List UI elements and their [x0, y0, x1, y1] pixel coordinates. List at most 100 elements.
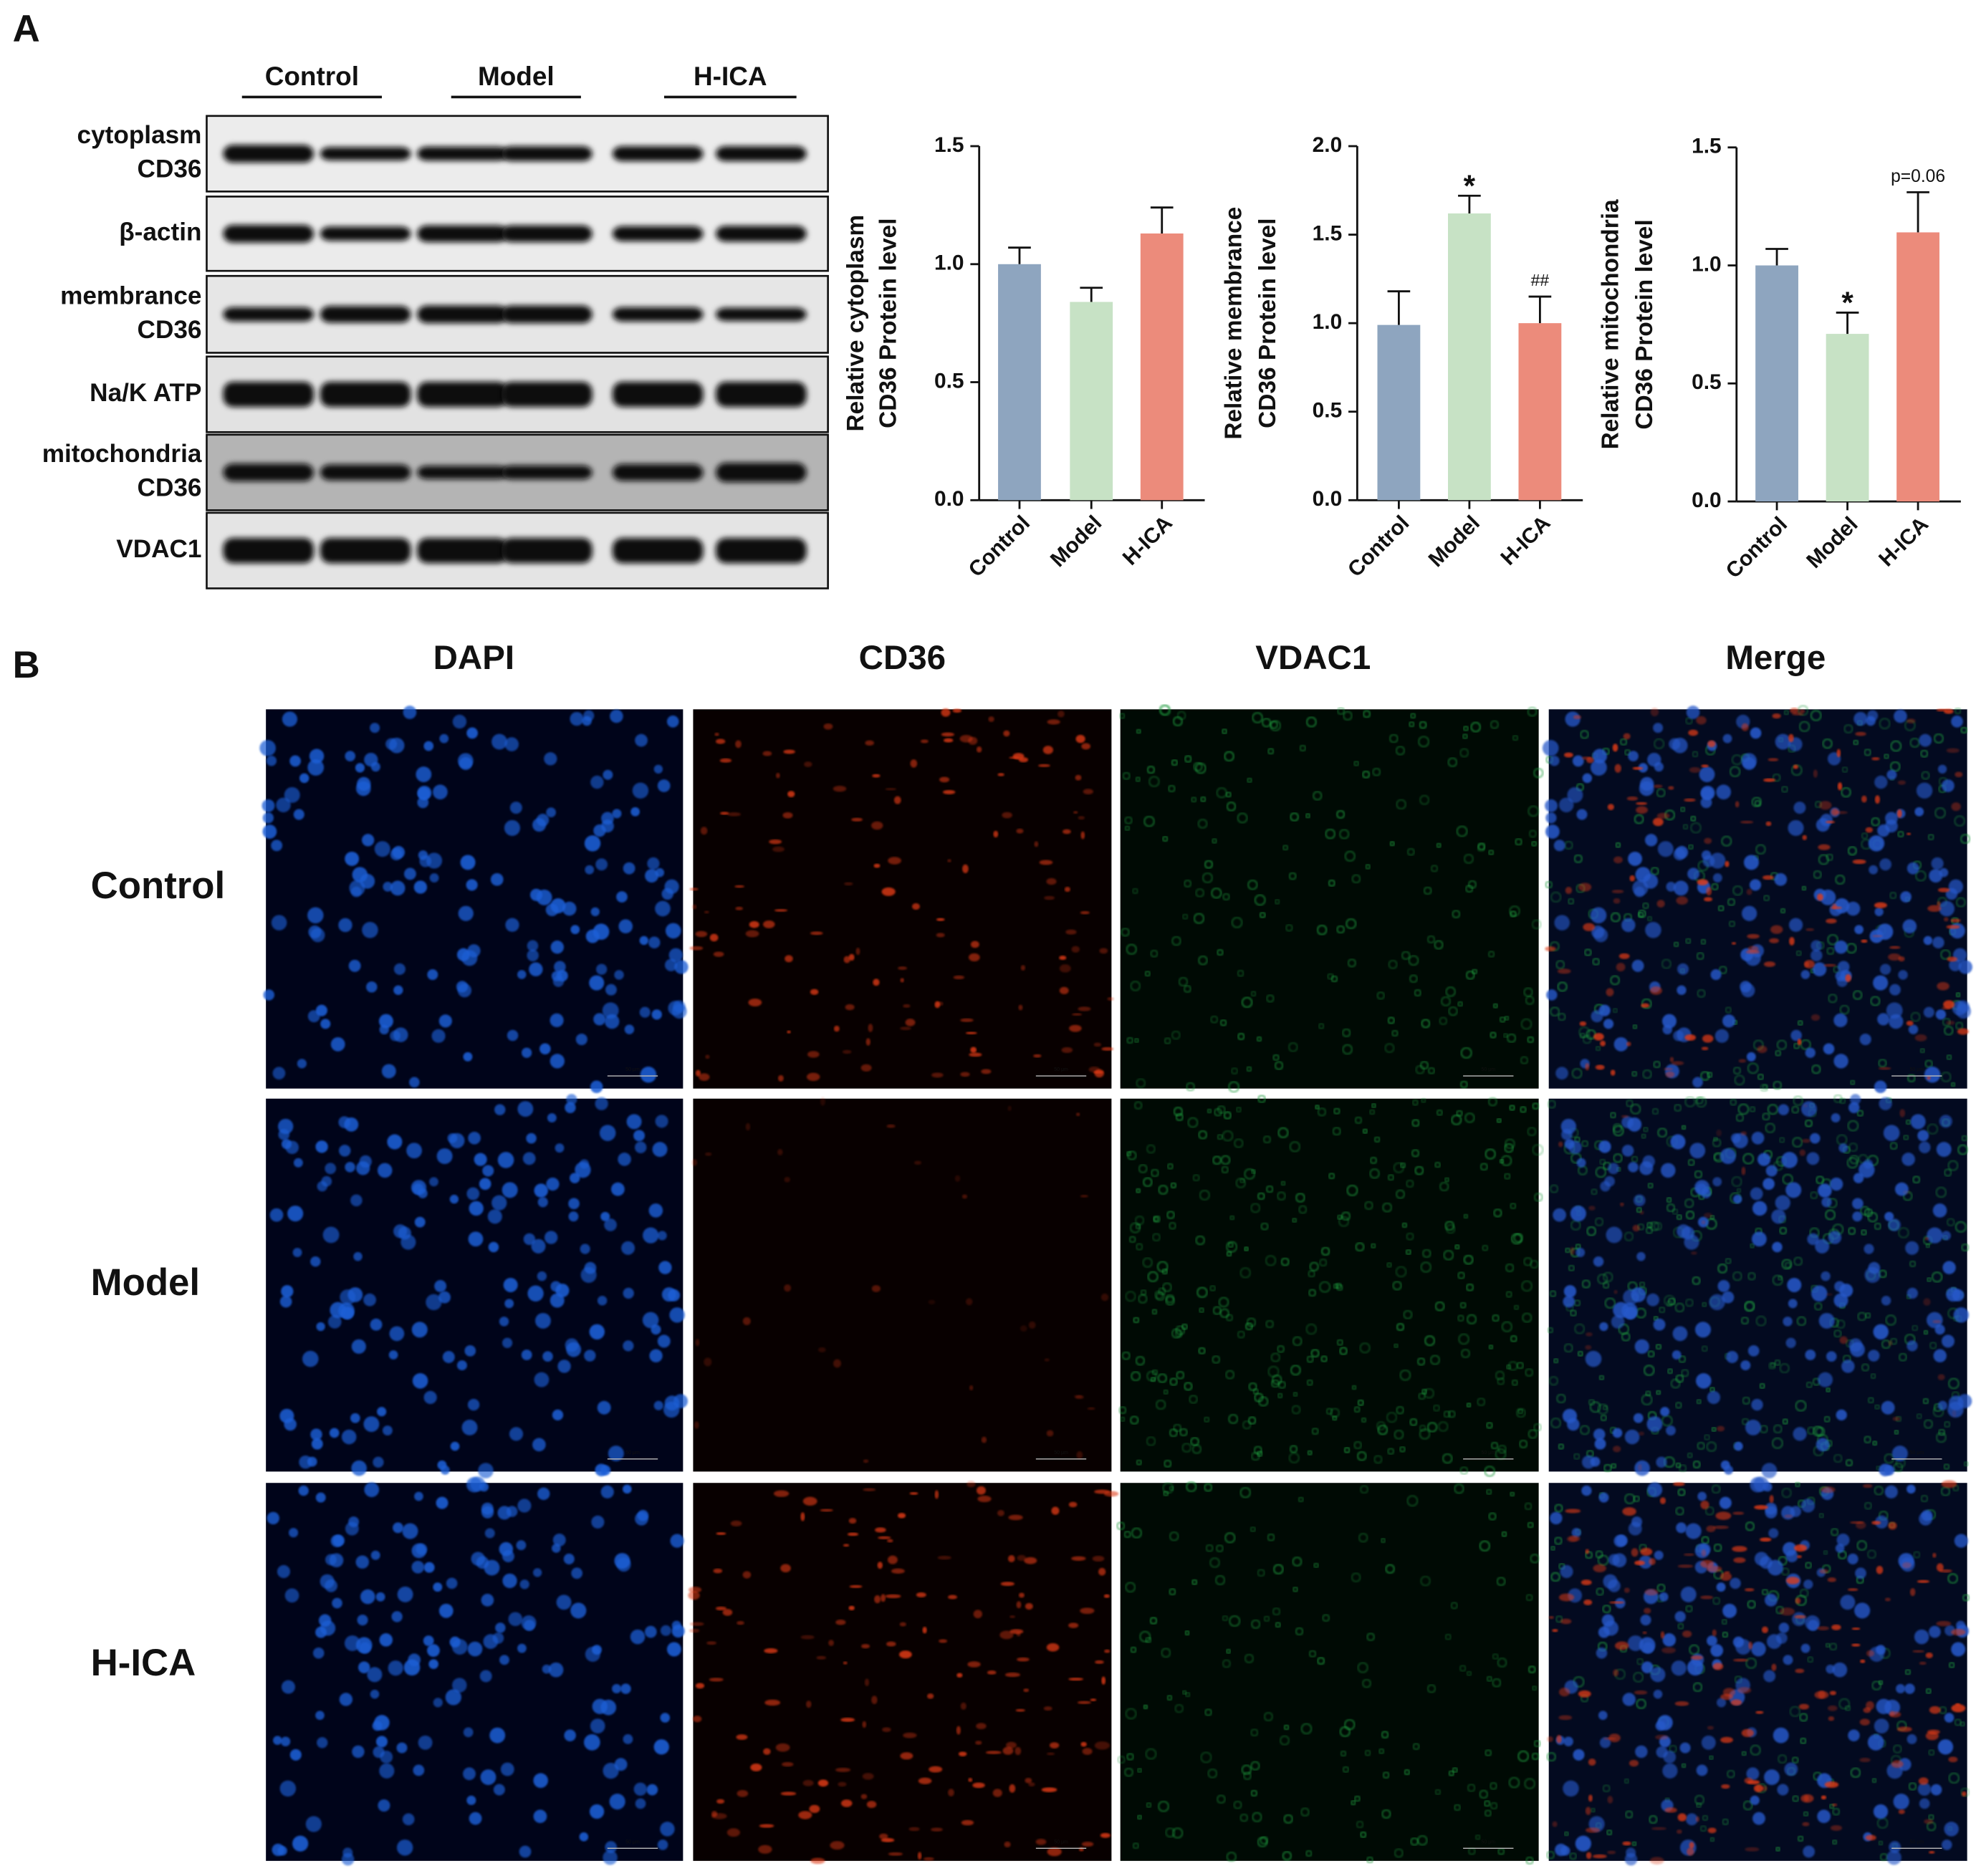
vdac1-signal: [1139, 1630, 1151, 1642]
vdac1-signal: [1597, 1274, 1608, 1285]
cd36-signal: [997, 773, 1004, 776]
nucleus: [1774, 872, 1788, 886]
vdac1-signal: [1250, 1728, 1259, 1737]
vdac1-signal: [1745, 1657, 1757, 1669]
cd36-signal: [1830, 906, 1842, 910]
vdac1-signal: [1306, 1355, 1314, 1363]
significance-label: *: [1841, 286, 1853, 319]
cd36-signal: [1588, 1759, 1596, 1766]
vdac1-signal: [1933, 733, 1944, 744]
cd36-signal: [1107, 997, 1114, 1001]
nucleus: [550, 941, 564, 954]
cd36-signal: [1588, 1794, 1593, 1802]
cd36-signal: [1928, 1851, 1935, 1854]
vdac1-signal: [1883, 753, 1890, 760]
vdac1-signal: [1247, 1416, 1257, 1425]
vdac1-signal: [1510, 1334, 1517, 1343]
nucleus: [1545, 799, 1558, 812]
vdac1-signal: [1631, 1070, 1638, 1077]
vdac1-signal: [1532, 1144, 1544, 1156]
cd36-signal: [1790, 707, 1799, 714]
cd36-signal: [780, 1564, 791, 1573]
nucleus: [385, 738, 398, 750]
cd36-signal: [1701, 1047, 1709, 1051]
vdac1-signal: [1146, 1370, 1157, 1382]
cd36-signal: [689, 1628, 700, 1633]
nucleus: [1653, 723, 1664, 733]
vdac1-signal: [1866, 1549, 1877, 1559]
nucleus: [1563, 1295, 1575, 1308]
nucleus: [539, 1043, 551, 1055]
vdac1-signal: [1689, 1644, 1700, 1655]
vdac1-signal: [1119, 1416, 1126, 1423]
nucleus: [1612, 1428, 1623, 1438]
nucleus: [452, 714, 467, 729]
nucleus: [377, 1407, 387, 1417]
vdac1-signal: [1387, 1448, 1395, 1456]
vdac1-signal: [1283, 1724, 1290, 1731]
blot-band: [612, 226, 704, 241]
nucleus: [1873, 1804, 1889, 1819]
cd36-signal: [1660, 1631, 1665, 1639]
cd36-signal: [1046, 1430, 1054, 1437]
vdac1-signal: [1610, 975, 1621, 986]
nucleus: [298, 1485, 309, 1496]
cd36-signal: [1962, 1791, 1967, 1796]
cd36-signal: [835, 1767, 851, 1772]
nucleus: [1647, 1482, 1663, 1498]
nucleus: [1859, 1162, 1875, 1178]
blot-band: [716, 226, 807, 242]
nucleus: [649, 1349, 663, 1362]
vdac1-signal: [1797, 1019, 1803, 1026]
nucleus: [579, 1832, 589, 1842]
nucleus: [523, 1233, 536, 1246]
nucleus: [1936, 1142, 1952, 1158]
cd36-signal: [1789, 937, 1795, 946]
nucleus: [570, 1602, 587, 1619]
nucleus: [1638, 763, 1648, 773]
vdac1-signal: [1827, 933, 1838, 946]
cd36-signal: [961, 1819, 974, 1826]
nucleus: [1673, 848, 1686, 861]
nucleus: [590, 775, 604, 789]
vdac1-signal: [1583, 948, 1592, 957]
nucleus: [648, 1203, 663, 1218]
cd36-signal: [1098, 1567, 1106, 1576]
cd36-signal: [1007, 1555, 1015, 1563]
nucleus: [423, 1635, 434, 1647]
vdac1-signal: [1436, 842, 1442, 849]
nucleus: [595, 963, 608, 975]
vdac1-signal: [1709, 1837, 1715, 1842]
vdac1-signal: [1735, 1113, 1745, 1122]
cd36-signal: [735, 906, 744, 910]
nucleus: [329, 1553, 344, 1568]
cd36-signal: [745, 1122, 751, 1131]
vdac1-signal: [1346, 918, 1357, 930]
vdac1-signal: [1506, 1033, 1517, 1043]
vdac1-signal: [1209, 1284, 1217, 1292]
nucleus: [1734, 1441, 1743, 1451]
vdac1-signal: [1418, 736, 1430, 748]
nucleus: [1555, 1067, 1568, 1080]
error-bar: [1080, 287, 1103, 302]
cd36-signal: [1075, 734, 1085, 744]
nucleus: [1757, 1153, 1771, 1166]
vdac1-signal: [1212, 1155, 1222, 1165]
nucleus: [1567, 1418, 1580, 1431]
vdac1-signal: [1509, 1491, 1515, 1497]
nucleus: [1792, 1612, 1806, 1627]
cd36-signal: [1039, 860, 1053, 865]
nucleus: [433, 1582, 443, 1592]
nucleus: [1864, 1244, 1874, 1254]
nucleus: [620, 1683, 631, 1694]
nucleus: [1719, 1496, 1732, 1509]
nucleus: [490, 872, 504, 886]
vdac1-signal: [1305, 1849, 1313, 1857]
nucleus: [1764, 1769, 1780, 1785]
nucleus: [1654, 1550, 1664, 1560]
cd36-signal: [1073, 1395, 1083, 1398]
cd36-signal: [704, 910, 709, 914]
cd36-signal: [1643, 1607, 1651, 1614]
nucleus: [1836, 976, 1848, 987]
cd36-signal: [750, 1764, 762, 1771]
